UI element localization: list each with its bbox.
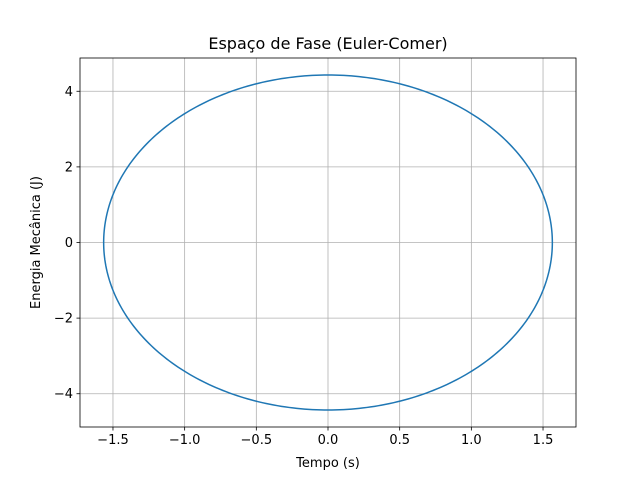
- x-tick-label: −0.5: [241, 433, 273, 448]
- y-axis-ticks: −4 −2 0 2 4: [54, 85, 80, 402]
- x-tick-label: 0.0: [318, 433, 339, 448]
- x-tick-label: 1.0: [461, 433, 482, 448]
- y-axis-label: Energia Mecânica (J): [29, 176, 44, 309]
- chart-title: Espaço de Fase (Euler-Comer): [208, 34, 447, 53]
- series-line: [102, 74, 554, 411]
- x-tick-label: 0.5: [389, 433, 410, 448]
- y-tick-label: 4: [65, 85, 73, 100]
- grid: [80, 58, 576, 427]
- x-axis-ticks: −1.5 −1.0 −0.5 0.0 0.5 1.0 1.5: [97, 427, 553, 448]
- y-tick-label: −2: [54, 312, 73, 327]
- x-tick-label: −1.5: [97, 433, 129, 448]
- x-tick-label: 1.5: [533, 433, 554, 448]
- y-tick-label: 0: [65, 236, 73, 251]
- x-axis-label: Tempo (s): [295, 456, 360, 471]
- y-tick-label: 2: [65, 160, 73, 175]
- x-tick-label: −1.0: [169, 433, 201, 448]
- y-tick-label: −4: [54, 387, 73, 402]
